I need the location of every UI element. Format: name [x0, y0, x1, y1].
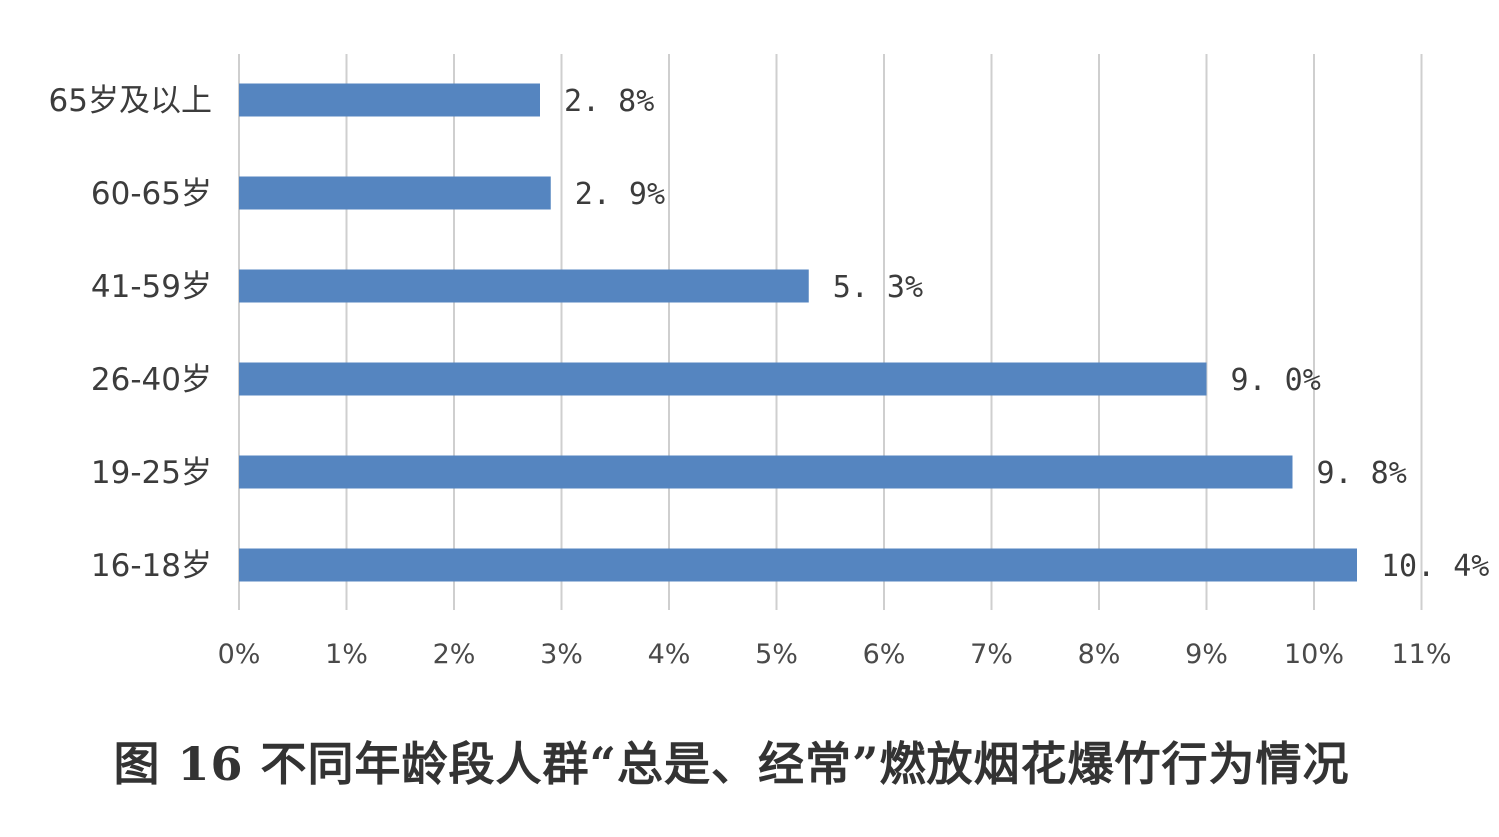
- data-label: 10. 4%: [1381, 549, 1489, 584]
- chart-area: 65岁及以上 60-65岁 41-59岁 26-40岁 19-25岁 16-18岁 2. …: [49, 54, 1489, 670]
- category-labels: 65岁及以上 60-65岁 41-59岁 26-40岁 19-25岁 16-18岁: [49, 83, 212, 584]
- bar-4: [239, 455, 1293, 489]
- category-label: 65岁及以上: [49, 83, 212, 119]
- x-tick-label: 7%: [970, 639, 1013, 670]
- x-tick-label: 3%: [540, 639, 583, 670]
- x-tick-label: 9%: [1185, 639, 1228, 670]
- data-label: 9. 0%: [1231, 363, 1321, 398]
- x-tick-label: 11%: [1391, 639, 1451, 670]
- data-label: 2. 8%: [564, 84, 654, 119]
- bar-5: [239, 548, 1357, 582]
- x-tick-label: 8%: [1078, 639, 1121, 670]
- x-tick-label: 0%: [218, 639, 261, 670]
- x-tick-label: 10%: [1284, 639, 1344, 670]
- x-tick-label: 6%: [863, 639, 906, 670]
- bars: [239, 83, 1357, 582]
- grid-lines: [238, 54, 1423, 610]
- x-tick-label: 1%: [325, 639, 368, 670]
- x-axis-ticks: 0% 1% 2% 3% 4% 5% 6% 7% 8% 9% 10% 11%: [218, 639, 1452, 670]
- category-label: 19-25岁: [91, 455, 212, 491]
- bar-0: [239, 83, 540, 117]
- x-tick-label: 2%: [433, 639, 476, 670]
- chart-caption: 图 16 不同年龄段人群“总是、经常”燃放烟花爆竹行为情况: [113, 737, 1350, 791]
- category-label: 60-65岁: [91, 176, 212, 212]
- category-label: 26-40岁: [91, 362, 212, 398]
- bar-2: [239, 269, 809, 303]
- x-tick-label: 5%: [755, 639, 798, 670]
- x-tick-label: 4%: [648, 639, 691, 670]
- data-label: 5. 3%: [833, 270, 923, 305]
- data-label: 2. 9%: [575, 177, 665, 212]
- value-labels: 2. 8% 2. 9% 5. 3% 9. 0% 9. 8% 10. 4%: [564, 84, 1489, 584]
- data-label: 9. 8%: [1317, 456, 1407, 491]
- bar-3: [239, 362, 1207, 396]
- bar-chart: 65岁及以上 60-65岁 41-59岁 26-40岁 19-25岁 16-18岁 2. …: [49, 54, 1489, 670]
- category-label: 16-18岁: [91, 548, 212, 584]
- category-label: 41-59岁: [91, 269, 212, 305]
- bar-1: [239, 176, 551, 210]
